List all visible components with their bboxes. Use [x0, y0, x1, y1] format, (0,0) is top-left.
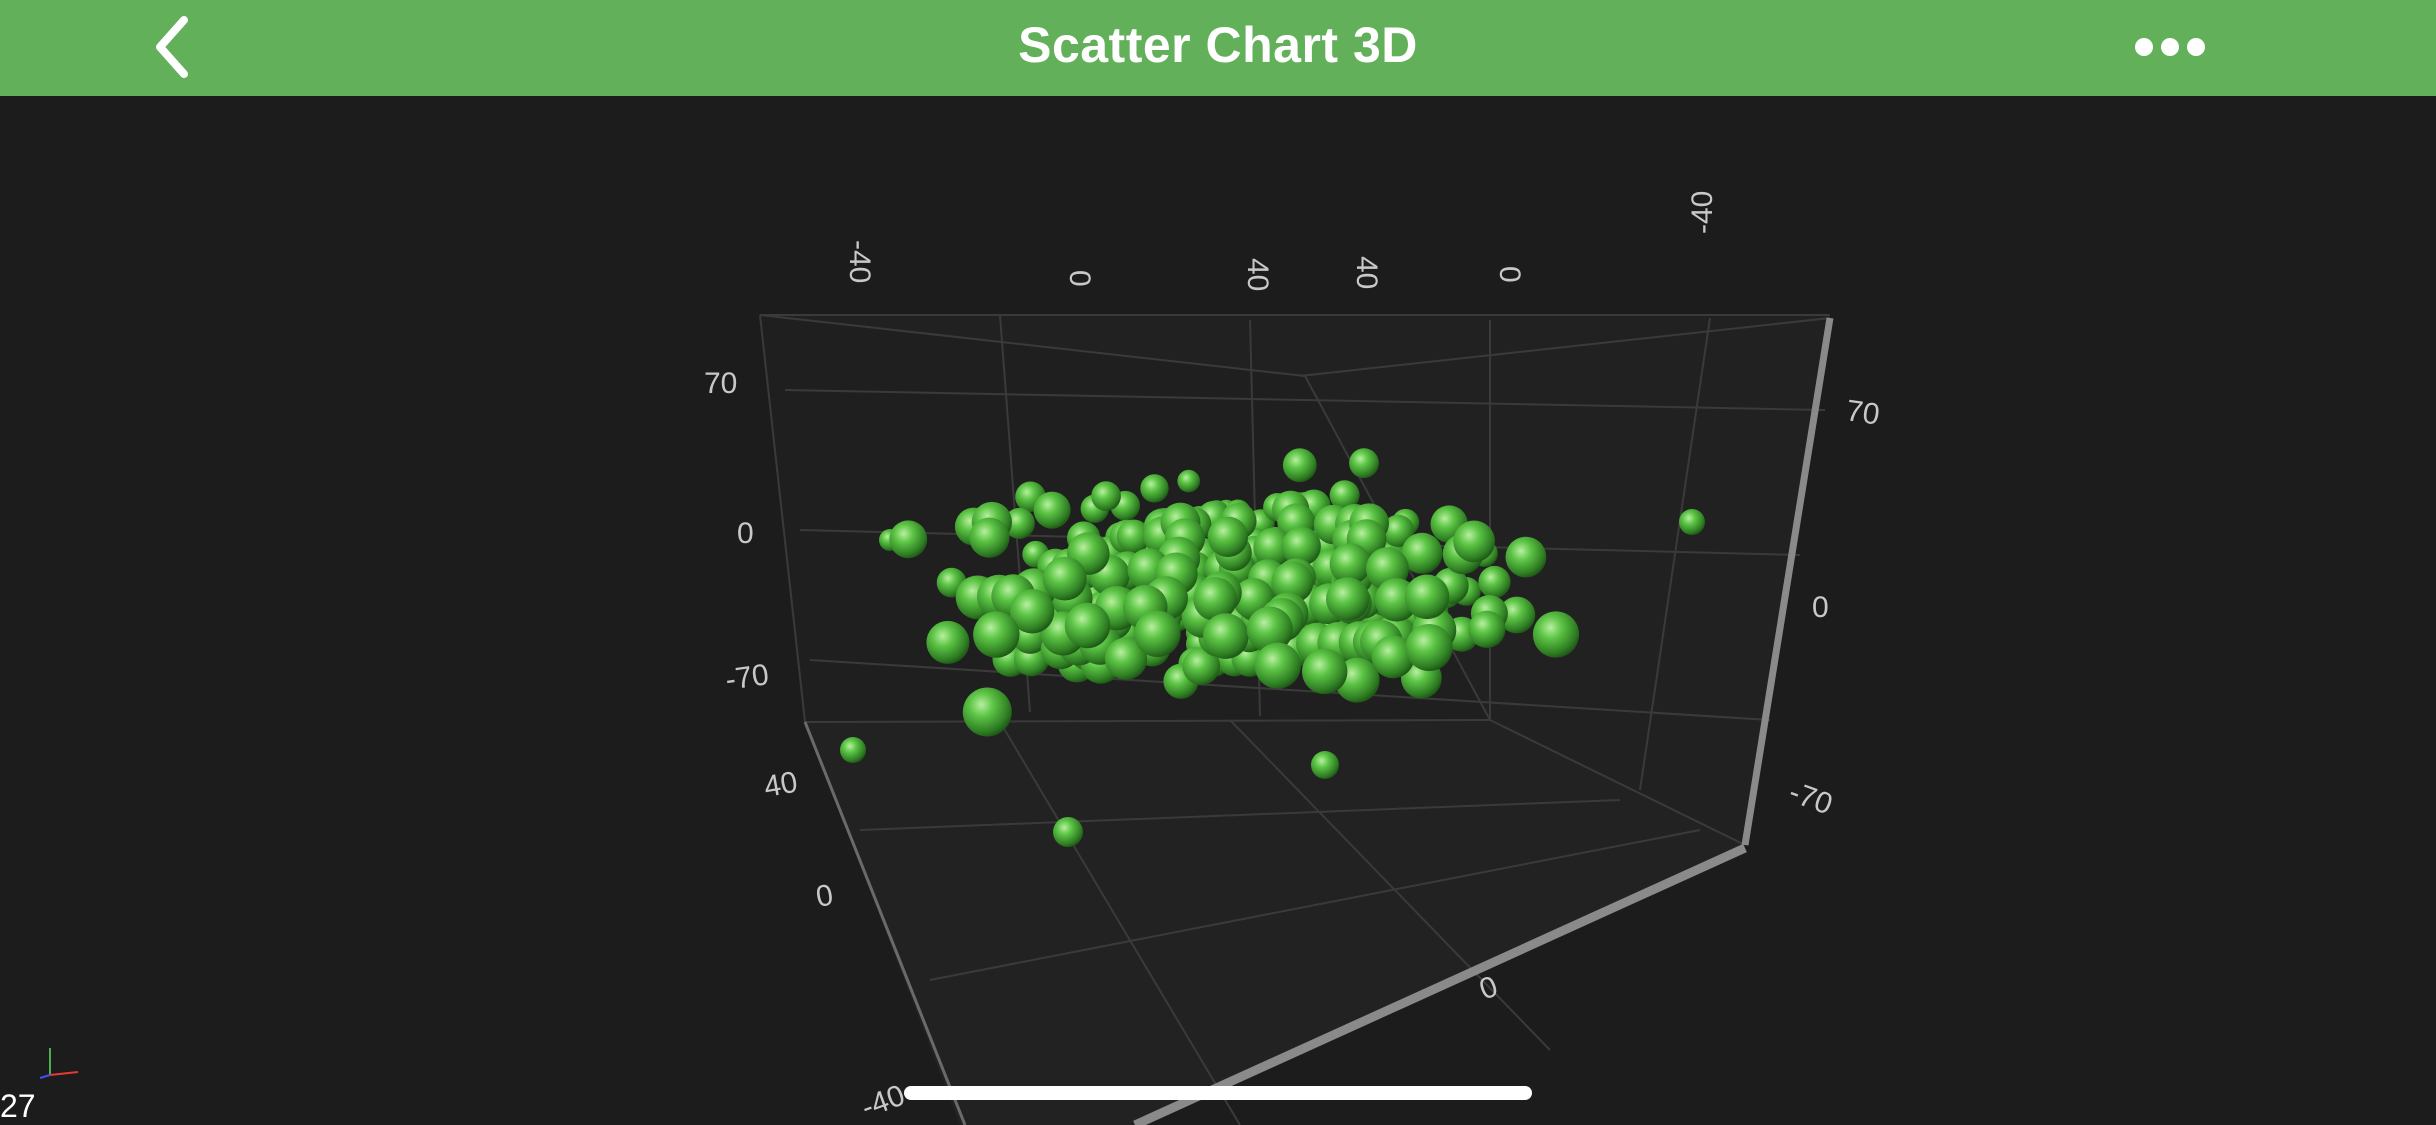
- data-point: [889, 520, 928, 559]
- tick-label-x-top-1: -40: [843, 240, 876, 283]
- grid-line: [759, 314, 1306, 377]
- tick-label-z-top-2: 0: [1493, 266, 1526, 283]
- tick-label-y-right-2: 0: [1812, 591, 1829, 624]
- data-point: [1182, 647, 1221, 685]
- grid-line: [804, 719, 1491, 723]
- tick-label-y-left-1: 70: [704, 367, 737, 400]
- data-point: [1134, 610, 1181, 657]
- data-point: [1498, 596, 1536, 634]
- data-point: [1254, 642, 1301, 689]
- data-point: [1193, 577, 1237, 621]
- tick-label-z-top-1: 40: [1350, 256, 1383, 289]
- tick-label-z-bottom-1: 40: [761, 766, 800, 804]
- data-point: [1116, 519, 1151, 554]
- data-point: [1140, 474, 1169, 503]
- data-point: [973, 611, 1020, 658]
- data-point: [1329, 480, 1360, 511]
- navigation-bar: Scatter Chart 3D: [0, 0, 2436, 96]
- grid-line: [859, 799, 1621, 831]
- grid-line: [929, 829, 1701, 981]
- data-point: [1246, 606, 1293, 653]
- data-point: [1091, 481, 1121, 511]
- tick-label-z-top-3: -40: [1686, 191, 1719, 234]
- more-options-button[interactable]: [2130, 22, 2230, 72]
- data-point: [1271, 561, 1314, 604]
- axis-orientation-gizmo: [39, 1048, 79, 1079]
- data-points: [840, 448, 1705, 847]
- data-point: [1177, 469, 1200, 493]
- axis-edges: [803, 317, 1834, 1125]
- tick-label-y-right-3: -70: [1785, 776, 1837, 822]
- grid-line: [809, 659, 1771, 721]
- grid-line: [1489, 719, 1746, 846]
- tick-labels: -40 0 40 40 0 -40 70 0 -70 70 0 -70 40 0…: [704, 191, 1882, 1125]
- data-point: [1104, 637, 1148, 680]
- data-point: [1009, 589, 1055, 634]
- fps-counter: 27: [0, 1088, 36, 1124]
- data-point: [1329, 543, 1371, 585]
- chart-area[interactable]: -40 0 40 40 0 -40 70 0 -70 70 0 -70 40 0…: [0, 96, 2436, 1125]
- data-point: [1302, 648, 1348, 695]
- data-point: [1064, 602, 1111, 649]
- data-point: [840, 737, 866, 763]
- data-point: [1282, 448, 1317, 483]
- grid-line: [759, 314, 806, 723]
- data-point: [1042, 556, 1087, 601]
- grid-line: [1299, 317, 1831, 377]
- data-point: [1401, 532, 1443, 574]
- tick-label-z-bottom-3: -40: [857, 1079, 909, 1125]
- back-button[interactable]: [140, 14, 210, 80]
- data-point: [1453, 520, 1495, 563]
- data-point: [1405, 624, 1453, 671]
- tick-label-y-left-3: -70: [723, 658, 771, 697]
- tick-label-y-right-1: 70: [1844, 394, 1882, 431]
- grid-line: [999, 721, 1241, 1125]
- data-point: [1532, 611, 1580, 658]
- grid-line: [1639, 317, 1711, 791]
- home-indicator[interactable]: [904, 1086, 1532, 1100]
- tick-label-x-top-3: 40: [1241, 258, 1274, 291]
- data-point: [1326, 577, 1370, 621]
- data-point: [926, 620, 970, 664]
- data-point: [1033, 491, 1071, 529]
- grid-line: [784, 389, 1826, 411]
- data-point: [1404, 574, 1450, 620]
- data-point: [1203, 613, 1249, 659]
- tick-label-y-left-2: 0: [737, 517, 754, 550]
- scatter-chart-3d[interactable]: -40 0 40 40 0 -40 70 0 -70 70 0 -70 40 0…: [0, 96, 2436, 1125]
- data-point: [1679, 509, 1705, 535]
- tick-label-x-bottom-1: 0: [1475, 970, 1502, 1007]
- data-point: [1505, 536, 1547, 578]
- page-title: Scatter Chart 3D: [1018, 17, 1418, 73]
- data-point: [1003, 507, 1035, 539]
- data-point: [1311, 751, 1339, 779]
- floor: [805, 720, 1745, 1125]
- tick-label-z-bottom-2: 0: [813, 878, 835, 913]
- data-point: [1053, 817, 1083, 847]
- data-point: [1468, 610, 1506, 648]
- data-point: [1207, 516, 1249, 557]
- data-point: [1281, 526, 1321, 566]
- data-point: [1478, 565, 1511, 599]
- grid-line: [1229, 719, 1551, 1051]
- data-point: [1382, 514, 1415, 548]
- data-point: [1253, 527, 1293, 567]
- data-point: [962, 687, 1012, 737]
- tick-label-x-top-2: 0: [1063, 270, 1096, 287]
- data-point: [969, 517, 1010, 558]
- data-point: [1371, 635, 1415, 679]
- ellipsis-icon: [2135, 38, 2205, 56]
- data-point: [1349, 448, 1379, 479]
- chevron-left-icon: [156, 16, 188, 78]
